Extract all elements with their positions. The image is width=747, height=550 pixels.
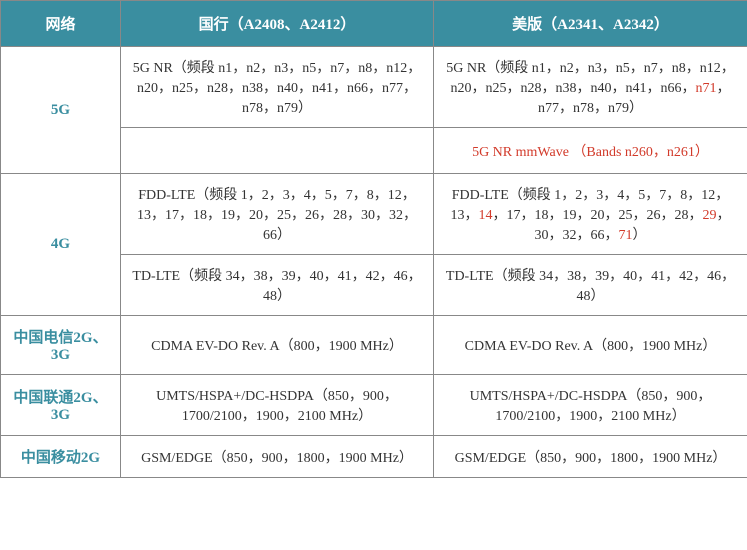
row-4g-a: 4G FDD-LTE（频段 1，2，3，4，5，7，8，12，13，17，18，… [1, 174, 747, 255]
highlighted-text: 5G NR mmWave （Bands n260，n261） [472, 145, 709, 160]
cell-5g-us-b: 5G NR mmWave （Bands n260，n261） [434, 128, 747, 174]
cell-5g-cn-a: 5G NR（频段 n1，n2，n3，n5，n7，n8，n12，n20，n25，n… [121, 47, 434, 128]
header-row: 网络 国行（A2408、A2412） 美版（A2341、A2342） [1, 1, 747, 47]
label-cmcc: 中国移动2G [1, 436, 121, 478]
cell-telecom-us: CDMA EV-DO Rev. A（800，1900 MHz） [434, 316, 747, 375]
label-telecom: 中国电信2G、3G [1, 316, 121, 375]
cell-cmcc-us: GSM/EDGE（850，900，1800，1900 MHz） [434, 436, 747, 478]
body-text: UMTS/HSPA+/DC-HSDPA（850，900，1700/2100，19… [470, 389, 712, 424]
header-us: 美版（A2341、A2342） [434, 1, 747, 47]
row-unicom: 中国联通2G、3G UMTS/HSPA+/DC-HSDPA（850，900，17… [1, 375, 747, 436]
body-text: CDMA EV-DO Rev. A（800，1900 MHz） [151, 339, 403, 354]
cell-4g-cn-a: FDD-LTE（频段 1，2，3，4，5，7，8，12，13，17，18，19，… [121, 174, 434, 255]
body-text: UMTS/HSPA+/DC-HSDPA（850，900，1700/2100，19… [156, 389, 398, 424]
body-text: CDMA EV-DO Rev. A（800，1900 MHz） [465, 339, 717, 354]
cell-4g-us-b: TD-LTE（频段 34，38，39，40，41，42，46，48） [434, 255, 747, 316]
highlighted-text: 14 [479, 208, 493, 223]
body-text: GSM/EDGE（850，900，1800，1900 MHz） [141, 451, 413, 466]
cell-unicom-cn: UMTS/HSPA+/DC-HSDPA（850，900，1700/2100，19… [121, 375, 434, 436]
label-4g: 4G [1, 174, 121, 316]
cell-4g-us-a: FDD-LTE（频段 1，2，3，4，5，7，8，12，13，14，17，18，… [434, 174, 747, 255]
body-text: 5G NR（频段 n1，n2，n3，n5，n7，n8，n12，n20，n25，n… [446, 61, 735, 96]
label-unicom: 中国联通2G、3G [1, 375, 121, 436]
body-text: GSM/EDGE（850，900，1800，1900 MHz） [455, 451, 727, 466]
network-bands-table: 网络 国行（A2408、A2412） 美版（A2341、A2342） 5G 5G… [0, 0, 747, 478]
body-text: FDD-LTE（频段 1，2，3，4，5，7，8，12，13，17，18，19，… [137, 188, 417, 243]
cell-4g-cn-b: TD-LTE（频段 34，38，39，40，41，42，46，48） [121, 255, 434, 316]
highlighted-text: n71 [696, 81, 717, 96]
header-cn: 国行（A2408、A2412） [121, 1, 434, 47]
row-5g-a: 5G 5G NR（频段 n1，n2，n3，n5，n7，n8，n12，n20，n2… [1, 47, 747, 128]
header-network: 网络 [1, 1, 121, 47]
row-telecom: 中国电信2G、3G CDMA EV-DO Rev. A（800，1900 MHz… [1, 316, 747, 375]
highlighted-text: 71 [619, 228, 633, 243]
body-text: TD-LTE（频段 34，38，39，40，41，42，46，48） [446, 269, 735, 304]
cell-telecom-cn: CDMA EV-DO Rev. A（800，1900 MHz） [121, 316, 434, 375]
body-text: TD-LTE（频段 34，38，39，40，41，42，46，48） [132, 269, 421, 304]
body-text: 5G NR（频段 n1，n2，n3，n5，n7，n8，n12，n20，n25，n… [133, 61, 422, 116]
cell-unicom-us: UMTS/HSPA+/DC-HSDPA（850，900，1700/2100，19… [434, 375, 747, 436]
cell-5g-cn-b [121, 128, 434, 174]
highlighted-text: 29 [703, 208, 717, 223]
cell-cmcc-cn: GSM/EDGE（850，900，1800，1900 MHz） [121, 436, 434, 478]
row-cmcc: 中国移动2G GSM/EDGE（850，900，1800，1900 MHz） G… [1, 436, 747, 478]
cell-5g-us-a: 5G NR（频段 n1，n2，n3，n5，n7，n8，n12，n20，n25，n… [434, 47, 747, 128]
label-5g: 5G [1, 47, 121, 174]
body-text: ） [633, 228, 647, 243]
body-text: ，17，18，19，20，25，26，28， [493, 208, 703, 223]
